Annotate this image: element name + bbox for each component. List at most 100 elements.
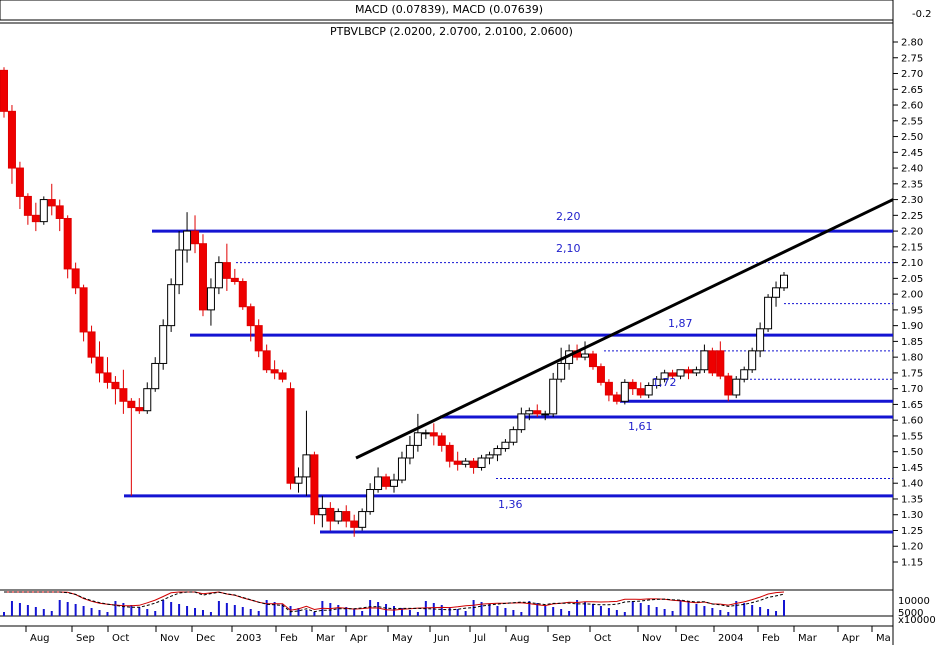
x-tick-label: Oct (112, 633, 129, 644)
price-axis: 2.80 2.75 2.70 2.65 2.60 2.55 2.50 2.45 2.40 2.35… (893, 38, 923, 569)
candle-body (318, 507, 327, 516)
candle-body (461, 460, 470, 465)
candle-body (700, 350, 709, 371)
y-tick-label: 2.35 (901, 179, 923, 190)
y-tick-label: 1.95 (901, 305, 923, 316)
candle (445, 442, 454, 468)
x-tick-label: Apr (842, 633, 860, 644)
candle (501, 439, 510, 452)
candle (708, 347, 717, 377)
candle-body (214, 262, 223, 289)
candle-body (493, 448, 502, 456)
candle-body (294, 476, 303, 484)
candle-body (135, 407, 144, 412)
candle (764, 294, 773, 332)
candle (0, 67, 8, 118)
candle (461, 458, 470, 468)
y-tick-label: 2.40 (901, 164, 923, 175)
candle-body (541, 413, 550, 416)
candle (111, 376, 120, 405)
candle-body (469, 460, 478, 468)
candle (612, 391, 621, 405)
x-tick-label: Sep (76, 633, 95, 644)
candle (191, 215, 200, 254)
candle (772, 281, 781, 307)
candle-body (620, 381, 629, 402)
candle (382, 473, 391, 490)
volume-tick-label: 5000 (898, 608, 923, 619)
macd-header: MACD (0.07839), MACD (0.07639) (355, 3, 543, 16)
candle-body (334, 511, 343, 522)
candle-body (350, 520, 359, 528)
candle-body (660, 372, 669, 380)
candle (557, 347, 566, 383)
candle-body (708, 350, 717, 374)
candle (334, 508, 343, 525)
candle (95, 341, 104, 383)
candle-body (87, 331, 96, 358)
candle (549, 372, 558, 418)
x-tick-label: Aug (30, 633, 50, 644)
candle (270, 360, 279, 380)
candle (318, 495, 327, 528)
candle (135, 398, 144, 414)
candle (684, 366, 693, 380)
x-tick-label: Nov (642, 633, 662, 644)
candle (238, 278, 247, 310)
level-label: 2,10 (556, 242, 581, 255)
y-tick-label: 1.50 (901, 447, 923, 458)
level-label: 1,87 (668, 317, 693, 330)
candle-body (342, 511, 351, 522)
y-tick-label: 2.20 (901, 227, 923, 238)
candle (596, 363, 605, 386)
candle (477, 454, 486, 471)
oscillator-signal-line (4, 591, 785, 613)
candle (429, 423, 438, 446)
volume-tick-label: 10000 (898, 596, 930, 607)
candle-body (222, 262, 231, 279)
y-tick-label: 2.45 (901, 148, 923, 159)
y-tick-label: 2.60 (901, 101, 923, 112)
candle-body (533, 410, 542, 415)
y-tick-label: 2.75 (901, 53, 923, 64)
y-tick-label: 1.80 (901, 353, 923, 364)
candle-body (254, 325, 263, 352)
candle-body (382, 476, 391, 487)
candle (604, 379, 613, 402)
candle (397, 451, 406, 484)
y-tick-label: 1.35 (901, 494, 923, 505)
trend-line (355, 198, 894, 460)
x-tick-label: Jun (433, 633, 450, 644)
y-tick-label: 1.20 (901, 542, 923, 553)
candle-body (716, 350, 725, 377)
x-tick-label: Aug (510, 633, 530, 644)
candle-body (326, 507, 335, 522)
candle (127, 398, 136, 496)
candle (278, 369, 287, 383)
candle (724, 372, 733, 402)
candle-body (397, 457, 406, 481)
candle-body (7, 110, 16, 169)
chart-title: PTBVLBCP (2.0200, 2.0700, 2.0100, 2.0600… (330, 25, 573, 38)
candle (119, 369, 128, 414)
candle-body (676, 369, 685, 377)
candle-body (95, 356, 104, 374)
candle (700, 344, 709, 373)
candle-body (612, 394, 621, 402)
candle-body (71, 268, 80, 289)
candle-body (230, 277, 239, 283)
candle (15, 161, 24, 210)
candle (358, 508, 367, 531)
x-tick-label: Jul (473, 633, 486, 644)
candle-body (405, 444, 414, 459)
candle-body (167, 284, 176, 327)
x-tick-label: 2004 (718, 633, 743, 644)
candle (350, 514, 359, 537)
candle-body (286, 388, 295, 484)
y-tick-label: 1.60 (901, 416, 923, 427)
x-tick-label: Mar (316, 633, 336, 644)
y-tick-label: 2.65 (901, 85, 923, 96)
volume-tick-label: x10000 (898, 615, 936, 626)
level-labels: 2,20 2,10 1,87 1,72 1,61 1,36 (498, 210, 693, 511)
y-tick-label: 2.30 (901, 195, 923, 206)
